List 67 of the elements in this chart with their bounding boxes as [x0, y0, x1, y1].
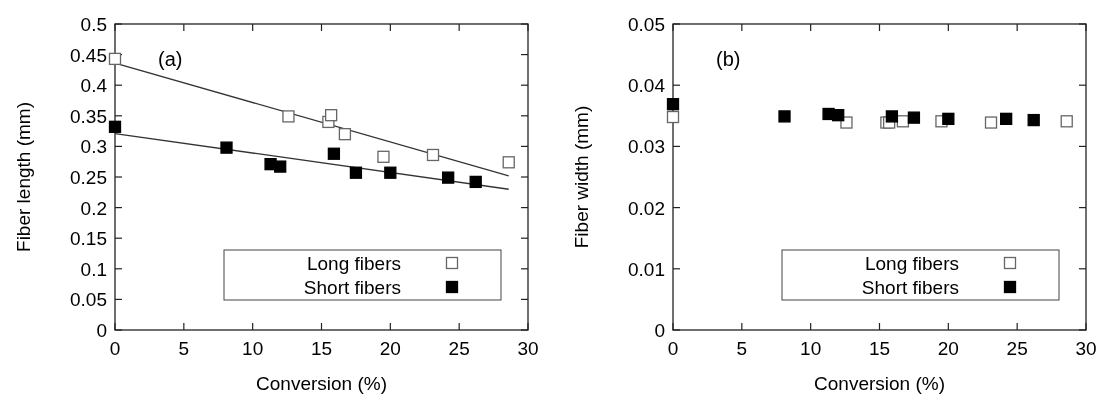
- y-tick-label: 0.15: [70, 228, 107, 250]
- point: [108, 52, 122, 66]
- point: [108, 120, 122, 133]
- y-tick-label: 0.02: [628, 197, 665, 219]
- y-tick-label: 0.04: [628, 75, 666, 97]
- point: [274, 160, 287, 173]
- y-tick-label: 0.5: [80, 14, 107, 35]
- y-tick-label: 0.01: [628, 258, 665, 280]
- point: [349, 166, 363, 179]
- x-tick-label: 0: [109, 338, 121, 359]
- annotation: (a): [158, 48, 183, 70]
- legend-label: Short fibers: [303, 277, 401, 298]
- x-tick-label: 20: [379, 338, 401, 359]
- point: [377, 150, 390, 163]
- y-tick-label: 0.25: [70, 167, 107, 188]
- y-tick-label: 0.35: [70, 105, 107, 127]
- y-tick-label: 0.45: [70, 44, 107, 66]
- x-tick-label: 15: [310, 338, 333, 359]
- point: [338, 128, 352, 141]
- x-tick-label: 30: [517, 338, 539, 359]
- x-tick-label: 30: [1075, 338, 1097, 359]
- y-tick-label: 0.2: [80, 197, 107, 219]
- y-tick-label: 0.1: [80, 258, 107, 280]
- point: [666, 98, 680, 111]
- x-tick-label: 25: [1006, 338, 1028, 359]
- legend-label: Long fibers: [306, 253, 401, 274]
- y-tick-label: 0: [96, 320, 107, 341]
- y-tick-label: 0: [654, 320, 665, 341]
- y-axis-title: Fiber width (mm): [571, 105, 592, 249]
- point: [469, 175, 482, 189]
- point: [324, 109, 338, 122]
- annotation: (b): [716, 48, 741, 70]
- point: [220, 141, 233, 154]
- point: [1060, 115, 1073, 128]
- y-axis-title: Fiber length (mm): [13, 102, 34, 252]
- legend-label: Short fibers: [861, 277, 959, 298]
- point: [282, 110, 295, 123]
- x-tick-label: 25: [448, 338, 470, 359]
- point: [502, 156, 515, 169]
- point: [885, 110, 899, 123]
- y-tick-label: 0.3: [80, 136, 107, 158]
- x-tick-label: 15: [868, 338, 891, 359]
- x-tick-label: 5: [178, 338, 190, 359]
- point: [666, 110, 680, 124]
- x-axis-title: Conversion (%): [814, 373, 945, 394]
- point: [778, 110, 791, 123]
- y-tick-label: 0.03: [628, 136, 665, 158]
- point: [384, 166, 397, 179]
- point: [1000, 112, 1013, 126]
- point: [907, 111, 921, 124]
- point: [442, 171, 455, 184]
- y-tick-label: 0.05: [628, 14, 665, 35]
- point: [327, 147, 341, 160]
- legend-label: Long fibers: [864, 253, 959, 274]
- x-tick-label: 10: [800, 338, 822, 359]
- y-tick-label: 0.4: [80, 75, 108, 97]
- y-tick-label: 0.05: [70, 289, 107, 311]
- x-tick-label: 20: [937, 338, 959, 359]
- x-tick-label: 0: [667, 338, 679, 359]
- x-axis-title: Conversion (%): [256, 373, 387, 394]
- point: [1027, 113, 1040, 127]
- x-tick-label: 10: [242, 338, 264, 359]
- point: [426, 148, 440, 162]
- point: [942, 112, 955, 126]
- point: [832, 109, 845, 122]
- x-tick-label: 5: [736, 338, 748, 359]
- point: [984, 116, 998, 129]
